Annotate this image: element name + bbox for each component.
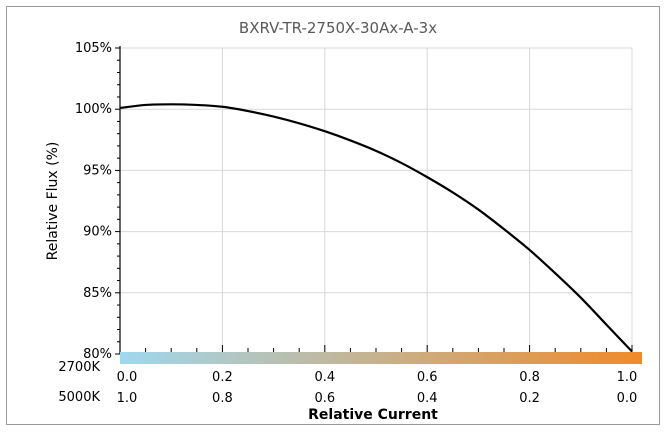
series-line xyxy=(119,103,633,353)
x-tick-labels-bottom: 1.0 0.8 0.6 0.4 0.2 0.0 xyxy=(117,391,638,406)
x-ticks xyxy=(119,345,633,352)
y-tick-label-2: 90% xyxy=(83,225,112,240)
x-tick-label-bottom-2: 0.6 xyxy=(314,391,335,406)
y-tick-label-1: 85% xyxy=(83,286,112,301)
x-tick-label-top-4: 0.8 xyxy=(519,370,540,385)
x-tick-label-top-5: 1.0 xyxy=(617,370,638,385)
x-tick-label-bottom-1: 0.8 xyxy=(212,391,233,406)
axes xyxy=(115,46,121,355)
chart-title: BXRV-TR-2750X-30Ax-A-3x xyxy=(239,19,437,37)
x-tick-label-bottom-0: 1.0 xyxy=(117,391,138,406)
x-tick-label-bottom-3: 0.4 xyxy=(417,391,438,406)
x-tick-label-bottom-5: 0.0 xyxy=(617,391,638,406)
x-tick-label-top-2: 0.4 xyxy=(314,370,335,385)
x-tick-label-top-0: 0.0 xyxy=(117,370,138,385)
y-tick-label-5: 105% xyxy=(75,41,112,56)
x-tick-label-bottom-4: 0.2 xyxy=(519,391,540,406)
y-tick-label-3: 95% xyxy=(83,163,112,178)
x-tick-label-top-1: 0.2 xyxy=(212,370,233,385)
gridlines xyxy=(120,47,633,354)
y-tick-label-0: 80% xyxy=(83,347,112,362)
cct-gradient-bar xyxy=(120,352,642,364)
y-tick-labels: 80% 85% 90% 95% 100% 105% xyxy=(75,41,112,362)
x-tick-label-top-3: 0.6 xyxy=(417,370,438,385)
y-tick-label-4: 100% xyxy=(75,102,112,117)
cct-label-2700k: 2700K xyxy=(58,360,100,375)
cct-label-5000k: 5000K xyxy=(58,390,100,405)
y-axis-label: Relative Flux (%) xyxy=(45,142,61,261)
x-axis-label: Relative Current xyxy=(308,407,438,423)
x-tick-labels-top: 0.0 0.2 0.4 0.6 0.8 1.0 xyxy=(117,370,638,385)
